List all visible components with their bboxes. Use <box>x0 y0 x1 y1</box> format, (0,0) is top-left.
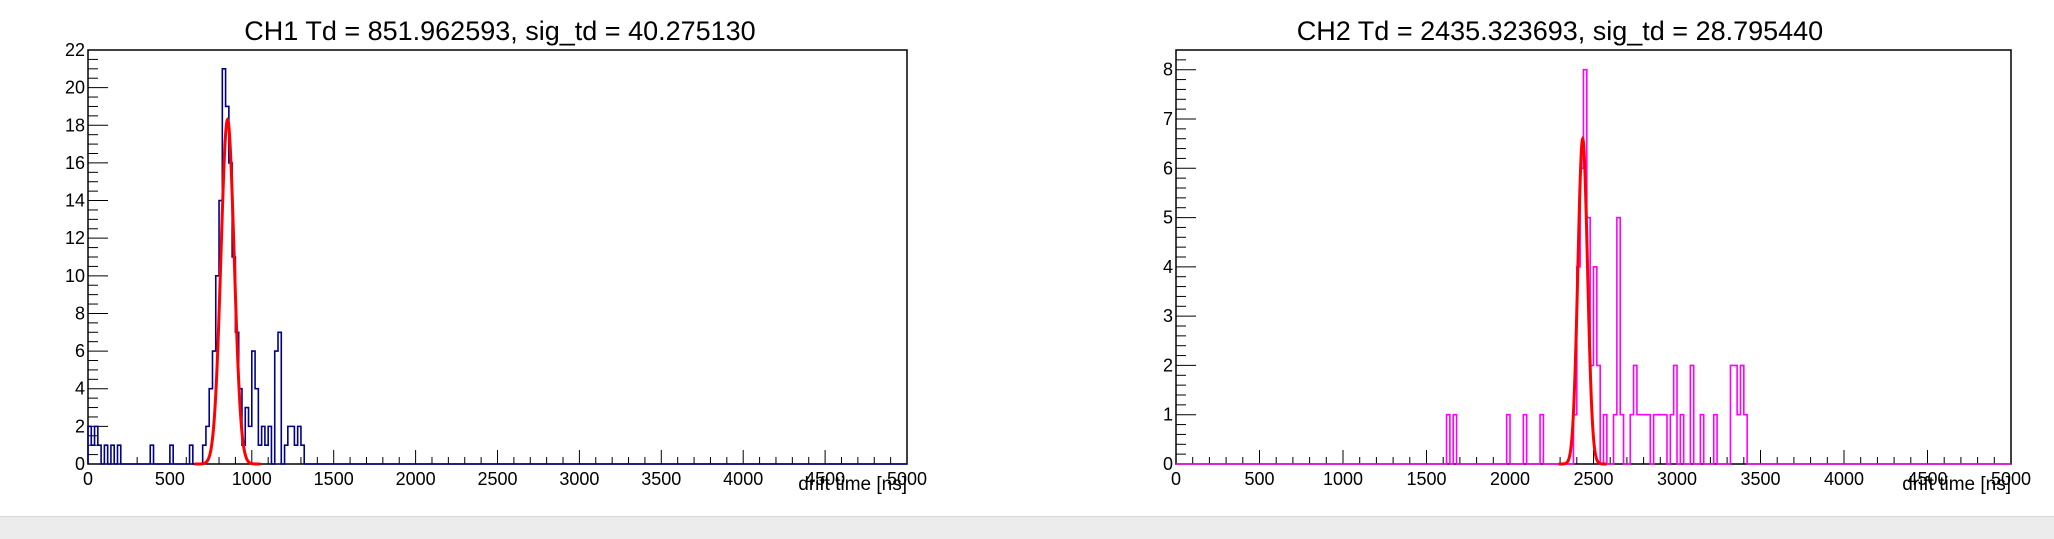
ch1-x-axis-label: drift time [ns] <box>798 474 907 495</box>
ch1-x-tick-label: 5000 <box>887 469 927 489</box>
ch2-x-axis-label: drift time [ns] <box>1902 474 2011 495</box>
ch2-x-tick-label: 2500 <box>1573 469 1613 489</box>
ch2-y-tick-label: 1 <box>1163 405 1173 425</box>
ch1-y-tick-label: 2 <box>75 416 85 436</box>
ch1-x-tick-label: 4500 <box>805 469 845 489</box>
ch2-histogram-steps <box>1176 68 2011 465</box>
canvas-status-bar <box>0 516 2054 539</box>
ch2-chart-title: CH2 Td = 2435.323693, sig_td = 28.795440 <box>1297 16 1823 46</box>
ch1-chart-title: CH1 Td = 851.962593, sig_td = 40.275130 <box>244 16 755 46</box>
ch1-x-tick-label: 1500 <box>314 469 354 489</box>
ch1-y-tick-label: 12 <box>65 228 85 248</box>
ch1-x-tick-label: 4000 <box>723 469 763 489</box>
ch2-y-tick-label: 4 <box>1163 257 1173 277</box>
ch2-y-tick-label: 0 <box>1163 454 1173 474</box>
ch2-y-tick-label: 5 <box>1163 208 1173 228</box>
ch2-x-tick-label: 500 <box>1244 469 1274 489</box>
ch1-y-tick-label: 4 <box>75 379 85 399</box>
ch2-x-tick-label: 1000 <box>1323 469 1363 489</box>
ch1-y-tick-label: 8 <box>75 303 85 323</box>
ch1-y-tick-label: 18 <box>65 115 85 135</box>
ch1-x-tick-label: 3000 <box>559 469 599 489</box>
ch1-x-tick-label: 3500 <box>641 469 681 489</box>
ch1-y-tick-label: 0 <box>75 454 85 474</box>
ch1-x-tick-label: 0 <box>83 469 93 489</box>
ch1-x-tick-label: 1000 <box>232 469 272 489</box>
ch1-y-tick-label: 10 <box>65 266 85 286</box>
ch2-x-tick-label: 3000 <box>1657 469 1697 489</box>
ch2-histogram-panel: CH2 Td = 2435.323693, sig_td = 28.795440… <box>1163 16 2031 495</box>
ch1-gaussian-fit-curve <box>194 117 261 466</box>
ch2-x-tick-label: 5000 <box>1991 469 2031 489</box>
ch1-x-tick-label: 2500 <box>477 469 517 489</box>
ch2-x-tick-label: 0 <box>1171 469 1181 489</box>
ch1-histogram-panel: CH1 Td = 851.962593, sig_td = 40.275130 … <box>65 16 927 495</box>
ch2-x-tick-label: 4000 <box>1824 469 1864 489</box>
ch1-x-tick-label: 500 <box>155 469 185 489</box>
ch2-plot-frame <box>1175 49 2012 465</box>
ch2-x-tick-label: 4500 <box>1907 469 1947 489</box>
ch1-y-tick-label: 20 <box>65 78 85 98</box>
ch2-x-tick-label: 1500 <box>1406 469 1446 489</box>
ch2-y-tick-label: 7 <box>1163 109 1173 129</box>
ch1-x-tick-label: 2000 <box>396 469 436 489</box>
ch1-histogram-steps <box>87 68 907 465</box>
ch1-y-tick-label: 14 <box>65 191 85 211</box>
ch2-y-tick-label: 3 <box>1163 306 1173 326</box>
ch2-x-tick-label: 3500 <box>1740 469 1780 489</box>
ch2-y-tick-label: 2 <box>1163 355 1173 375</box>
ch2-y-tick-label: 6 <box>1163 158 1173 178</box>
ch1-y-tick-label: 16 <box>65 153 85 173</box>
ch1-y-tick-label: 6 <box>75 341 85 361</box>
ch2-gaussian-fit-curve <box>1558 135 1607 466</box>
ch1-plot-frame <box>87 49 908 465</box>
ch2-x-tick-label: 2000 <box>1490 469 1530 489</box>
ch2-y-tick-label: 8 <box>1163 60 1173 80</box>
ch1-y-tick-label: 22 <box>65 40 85 60</box>
